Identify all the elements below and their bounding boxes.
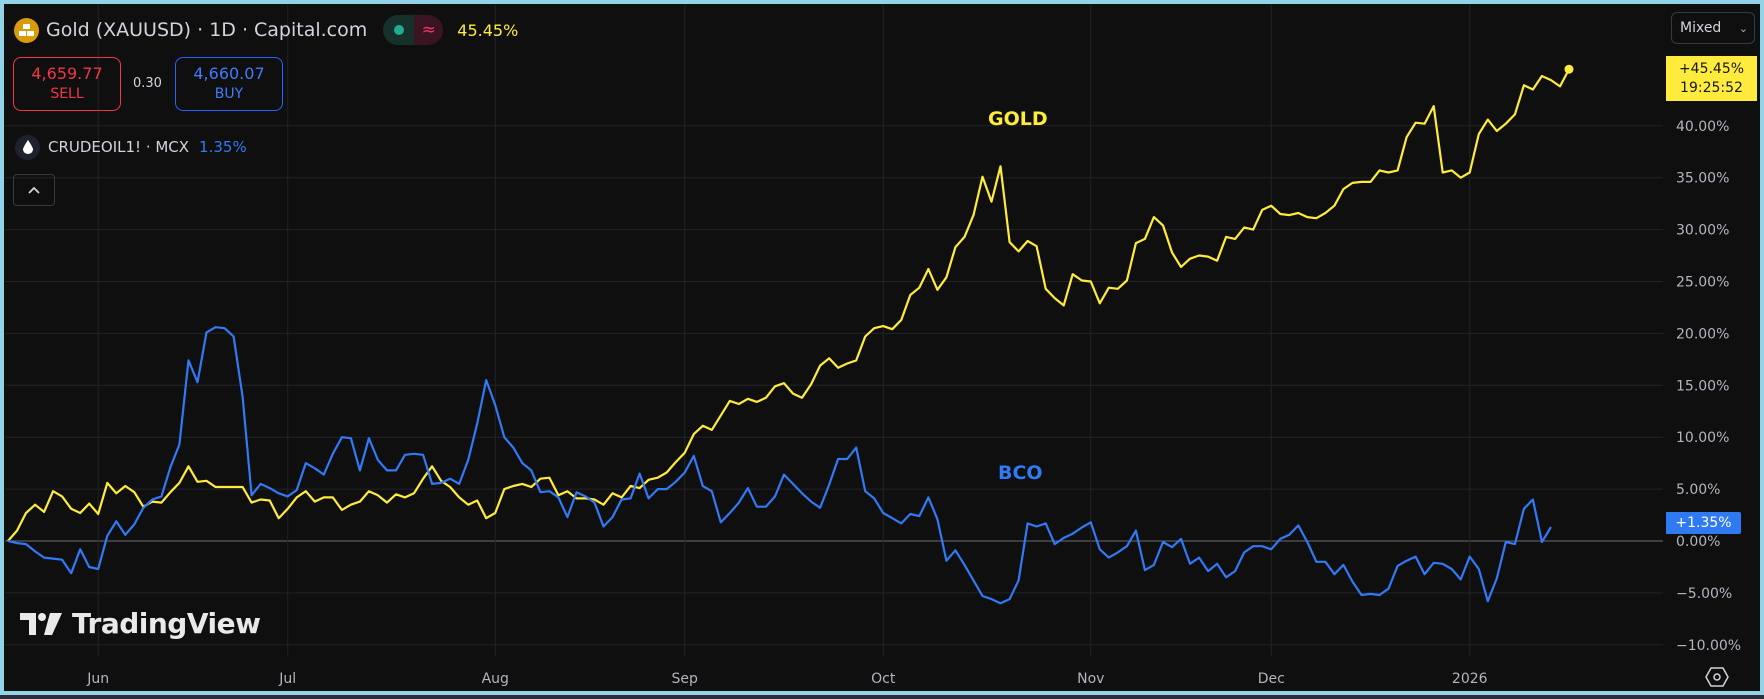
bco-last-value-tag: +1.35% xyxy=(1666,512,1741,534)
y-tick-label: 15.00% xyxy=(1676,378,1729,394)
sell-button[interactable]: 4,659.77 SELL xyxy=(13,57,121,111)
settings-hexagon-icon[interactable] xyxy=(1704,664,1730,690)
price-axis: −10.00% −5.00% 0.00% 5.00% 10.00% 15.00% 20.00… xyxy=(1676,119,1741,654)
chevron-down-icon: ⌄ xyxy=(1738,21,1748,35)
y-tick-label: 0.00% xyxy=(1676,534,1720,550)
series-lines xyxy=(7,64,1574,605)
x-tick-label: Nov xyxy=(1077,671,1104,687)
y-tick-label: 40.00% xyxy=(1676,119,1729,135)
y-tick-label: −5.00% xyxy=(1676,586,1732,602)
grid xyxy=(5,5,1663,656)
y-tick-label: 20.00% xyxy=(1676,326,1729,342)
x-tick-label: Jun xyxy=(86,671,109,687)
oil-drop-icon xyxy=(15,134,40,160)
buy-label: BUY xyxy=(214,86,244,102)
x-tick-label: Oct xyxy=(871,671,896,687)
x-tick-label: Dec xyxy=(1258,671,1285,687)
gold-last-value-tag: +45.45% 19:25:52 xyxy=(1666,56,1757,101)
x-tick-label: Aug xyxy=(482,671,509,687)
market-status-pill[interactable]: ≈ xyxy=(383,15,444,45)
bco-series-line[interactable] xyxy=(7,326,1552,605)
gold-last-point-marker xyxy=(1564,64,1574,74)
y-tick-label: 25.00% xyxy=(1676,275,1729,291)
spread-value: 0.30 xyxy=(133,76,162,91)
gold-series-line[interactable] xyxy=(7,68,1570,542)
y-tick-label: 35.00% xyxy=(1676,171,1729,187)
legend-compare[interactable]: CRUDEOIL1! · MCX 1.35% xyxy=(15,132,247,162)
gold-change-pct: 45.45% xyxy=(457,20,519,40)
y-tick-label: 10.00% xyxy=(1676,430,1729,446)
tradingview-logo-icon xyxy=(20,612,62,635)
gold-last-value: +45.45% xyxy=(1678,61,1745,77)
tradingview-wordmark: TradingView xyxy=(72,607,261,640)
compare-change-pct: 1.35% xyxy=(199,138,247,156)
sell-price: 4,659.77 xyxy=(31,64,103,83)
scale-mode-value: Mixed xyxy=(1680,20,1722,36)
buy-button[interactable]: 4,660.07 BUY xyxy=(175,57,283,111)
chevron-up-icon xyxy=(28,186,40,194)
symbol-title[interactable]: Gold (XAUUSD) · 1D · Capital.com xyxy=(46,19,368,41)
collapse-legend-button[interactable] xyxy=(13,174,55,206)
approx-icon: ≈ xyxy=(414,15,444,45)
x-tick-label: Jul xyxy=(278,671,296,687)
x-tick-label: 2026 xyxy=(1452,671,1488,687)
market-open-dot-icon xyxy=(383,15,415,45)
tradingview-logo[interactable]: TradingView xyxy=(20,607,261,640)
scale-mode-dropdown[interactable]: Mixed ⌄ xyxy=(1671,12,1755,44)
bco-series-label: BCO xyxy=(998,462,1043,484)
x-tick-label: Sep xyxy=(672,671,699,687)
bar-countdown: 19:25:52 xyxy=(1680,80,1743,96)
sell-label: SELL xyxy=(50,86,84,102)
gold-bars-icon xyxy=(14,17,39,43)
gold-series-label: GOLD xyxy=(988,108,1048,130)
y-tick-label: −10.00% xyxy=(1676,638,1741,654)
y-tick-label: 5.00% xyxy=(1676,482,1720,498)
legend-main[interactable]: Gold (XAUUSD) · 1D · Capital.com ≈ 45.45… xyxy=(14,14,518,46)
compare-symbol: CRUDEOIL1! · MCX xyxy=(48,138,190,156)
time-axis: Jun Jul Aug Sep Oct Nov Dec 2026 xyxy=(86,671,1487,687)
y-tick-label: 30.00% xyxy=(1676,223,1729,239)
buy-price: 4,660.07 xyxy=(193,64,265,83)
